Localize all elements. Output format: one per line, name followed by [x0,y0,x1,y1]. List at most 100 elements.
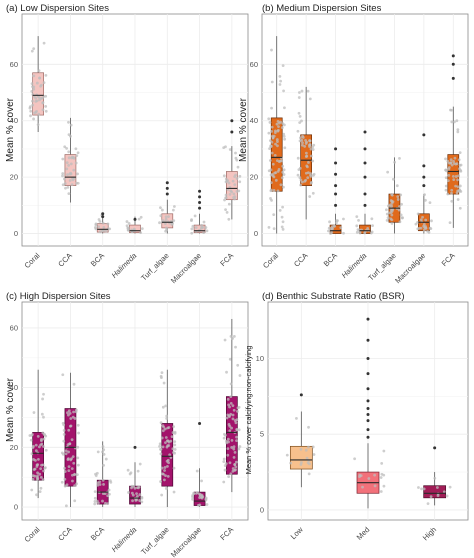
jitter-point [41,463,45,467]
jitter-point [272,227,276,231]
jitter-point [159,452,163,456]
jitter-point [173,440,177,443]
outlier-point [198,189,202,193]
panel-d-y-axis: 0 5 10 [256,354,264,514]
jitter-point [63,182,67,185]
jitter-point [104,501,107,505]
jitter-point [296,173,300,177]
jitter-point [195,469,199,473]
jitter-point [231,417,235,421]
outlier-point [165,181,169,185]
jitter-point [96,450,100,454]
jitter-point [64,452,68,456]
jitter-point [164,436,168,439]
jitter-point [67,428,71,432]
jitter-point [299,463,303,466]
jitter-point [31,477,35,481]
jitter-point [278,159,282,163]
jitter-point [42,392,45,396]
jitter-point [395,184,399,188]
jitter-point [278,83,282,86]
jitter-point [229,472,233,476]
outlier-point [422,133,426,137]
jitter-point [307,425,310,429]
jitter-point [390,209,394,213]
jitter-point [311,148,315,151]
jitter-point [306,89,310,93]
jitter-point [29,438,33,442]
jitter-point [34,458,37,462]
jitter-point [422,487,426,491]
jitter-point [327,226,331,230]
jitter-point [42,469,45,473]
jitter-point [424,226,428,230]
jitter-point [165,414,169,418]
jitter-point [307,171,310,175]
jitter-point [304,178,308,182]
jitter-point [127,222,131,225]
jitter-point [232,447,236,451]
jitter-point [168,453,172,457]
jitter-point [224,193,228,197]
jitter-point [102,448,106,452]
jitter-point [93,496,97,500]
jitter-point [379,490,383,493]
jitter-point [61,452,65,456]
jitter-point [77,431,80,435]
jitter-point [453,156,457,160]
jitter-point [456,198,460,201]
jitter-point [275,138,279,141]
jitter-point [37,112,41,116]
jitter-point [204,497,208,501]
jitter-point [446,159,450,163]
jitter-point [41,101,45,104]
jitter-point [391,177,395,181]
jitter-point [67,450,70,454]
box-low [285,393,316,488]
jitter-point [30,49,34,53]
jitter-point [42,437,46,441]
jitter-point [457,174,461,178]
jitter-point [390,201,394,205]
jitter-point [67,413,70,417]
jitter-point [227,181,231,185]
jitter-point [311,145,314,149]
jitter-point [42,81,46,85]
x-tick-label: CCA [56,251,74,269]
jitter-point [285,453,289,457]
jitter-point [62,428,66,432]
box-bca [93,441,113,508]
jitter-point [445,494,449,498]
jitter-point [107,488,111,492]
x-tick-label: FCA [218,525,235,542]
jitter-point [387,211,391,215]
jitter-point [165,226,168,230]
jitter-point [399,213,403,217]
jitter-point [386,216,390,220]
jitter-point [228,148,232,151]
jitter-point [232,334,236,338]
jitter-point [301,141,304,145]
jitter-point [72,168,76,172]
jitter-point [277,168,281,171]
jitter-point [238,174,242,178]
jitter-point [238,180,242,184]
jitter-point [166,475,170,478]
jitter-point [234,151,237,155]
box-med [353,317,386,509]
jitter-point [127,228,130,232]
jitter-point [72,382,76,386]
jitter-point [136,469,140,473]
jitter-point [190,227,194,231]
box-macroalgae [190,189,209,235]
jitter-point [267,131,271,135]
jitter-point [228,424,232,428]
jitter-point [67,133,71,137]
jitter-point [269,197,272,200]
box-halimeda [125,215,144,235]
jitter-point [173,443,177,447]
jitter-point [272,213,276,217]
jitter-point [274,129,277,133]
box-halimeda [126,445,144,508]
jitter-point [449,161,453,165]
